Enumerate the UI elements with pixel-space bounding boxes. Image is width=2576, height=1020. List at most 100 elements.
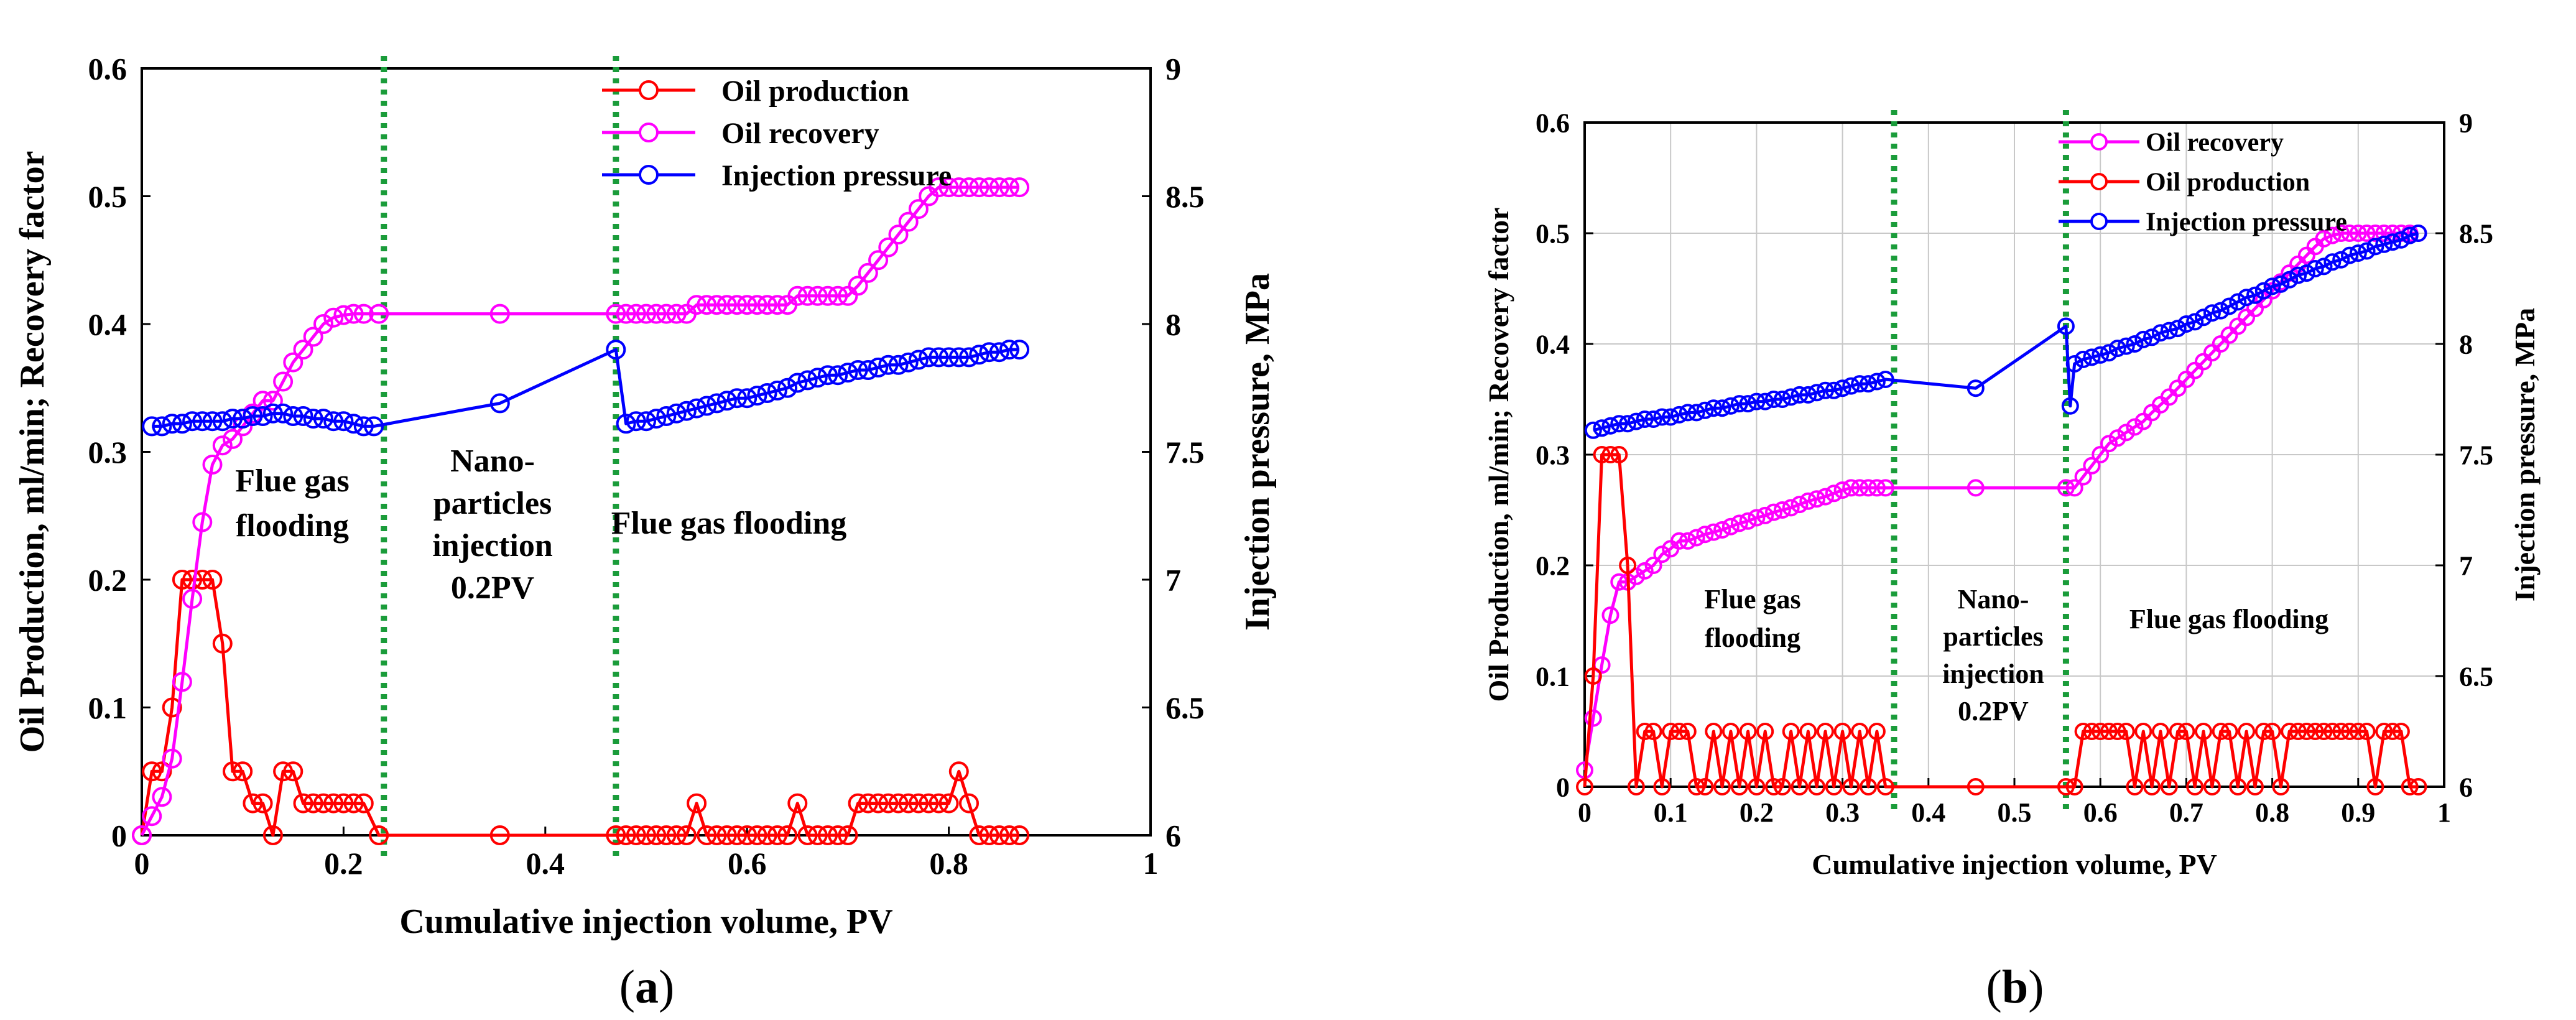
data-point [767, 295, 787, 315]
data-point [1842, 479, 1860, 497]
legend-label: Oil production [721, 75, 909, 108]
data-point [666, 403, 687, 424]
data-point [2126, 418, 2144, 436]
data-point [369, 825, 389, 845]
data-point [636, 411, 656, 432]
data-point [162, 697, 182, 718]
data-point [2238, 308, 2256, 327]
data-point [243, 406, 263, 426]
data-point [1679, 532, 1697, 550]
data-point [2126, 778, 2144, 795]
data-point [777, 378, 798, 398]
data-point [787, 793, 808, 814]
x-tick-label: 0.2 [1740, 797, 1774, 828]
data-point [353, 793, 374, 814]
data-point [192, 512, 213, 532]
data-point [2177, 723, 2195, 740]
data-point [2074, 723, 2092, 740]
data-point [2323, 723, 2342, 740]
region-annotation: particles [1943, 621, 2043, 652]
data-point [676, 825, 697, 845]
data-point [687, 295, 707, 315]
data-point [938, 177, 959, 198]
data-point [1876, 371, 1894, 388]
data-point [1610, 446, 1628, 463]
data-point [1679, 723, 1697, 740]
data-point [1705, 523, 1723, 541]
data-point [1009, 825, 1030, 845]
y2-tick-label: 8 [2459, 329, 2473, 359]
data-point [1765, 391, 1782, 408]
data-point [747, 825, 767, 845]
data-point [1782, 388, 1800, 406]
data-point [1967, 379, 1985, 397]
data-point [1687, 778, 1705, 795]
y2-tick-label: 6 [1165, 818, 1181, 853]
data-point [868, 357, 889, 378]
data-point [1765, 778, 1782, 795]
data-point [303, 327, 323, 347]
data-point [1833, 481, 1851, 499]
data-point [343, 414, 364, 434]
y-axis-title: Oil Production, ml/min; Recovery factor [13, 151, 52, 753]
data-point [1739, 395, 1757, 413]
legend-label: Oil recovery [721, 117, 879, 150]
data-point [2349, 244, 2367, 262]
y2-tick-label: 8.5 [2459, 218, 2493, 249]
data-point [646, 304, 667, 324]
x-axis-title: Cumulative injection volume, PV [399, 902, 892, 941]
data-point [1817, 488, 1834, 506]
data-point [262, 403, 283, 424]
data-point [2074, 350, 2092, 368]
data-point [1748, 778, 1766, 795]
data-point [626, 825, 646, 845]
data-point [2186, 313, 2204, 331]
data-point [606, 340, 626, 360]
data-point [2220, 297, 2238, 315]
x-tick-label: 0.9 [2341, 797, 2375, 828]
data-point [2083, 348, 2101, 366]
data-point [1765, 503, 1782, 521]
data-point [868, 250, 889, 271]
data-point [2323, 226, 2342, 244]
data-point [666, 304, 687, 324]
data-point [1593, 446, 1611, 463]
data-point [182, 588, 203, 609]
y-tick-label: 0.2 [1536, 550, 1570, 581]
y-tick-label: 0 [1556, 772, 1570, 802]
data-point [1808, 490, 1826, 508]
data-point [697, 396, 717, 416]
data-point [908, 199, 929, 220]
y2-tick-label: 8 [1165, 307, 1181, 342]
data-point [737, 388, 758, 409]
data-point [999, 177, 1019, 198]
data-point [898, 352, 919, 373]
data-point [1967, 479, 1985, 497]
series-line [152, 348, 1020, 428]
data-point [2160, 778, 2178, 795]
panel-a-chart: 0 0.2 0.4 0.6 0.8 1 0 0.1 0.2 0.3 0.4 0.5 0.6 6 6.5 7 7.… [13, 52, 1277, 942]
series-line [140, 578, 1020, 837]
region-annotation: injection [432, 528, 553, 563]
data-point [1696, 526, 1714, 544]
data-point [1670, 532, 1688, 550]
x-tick-label: 0.8 [929, 846, 968, 881]
data-point [142, 761, 162, 782]
data-point [262, 391, 283, 411]
y2-tick-label: 9 [2459, 108, 2473, 138]
data-point [979, 825, 999, 845]
data-point [303, 409, 323, 429]
data-point [948, 761, 969, 782]
data-point [1584, 667, 1602, 685]
data-point [2134, 723, 2152, 740]
data-point [828, 365, 848, 386]
y2-tick-label: 8.5 [1165, 179, 1205, 214]
data-point [1868, 723, 1886, 740]
data-point [888, 225, 909, 245]
data-point [1730, 514, 1748, 532]
data-point [2392, 723, 2410, 740]
data-point [2349, 723, 2367, 740]
data-point [929, 793, 949, 814]
data-point [919, 793, 939, 814]
